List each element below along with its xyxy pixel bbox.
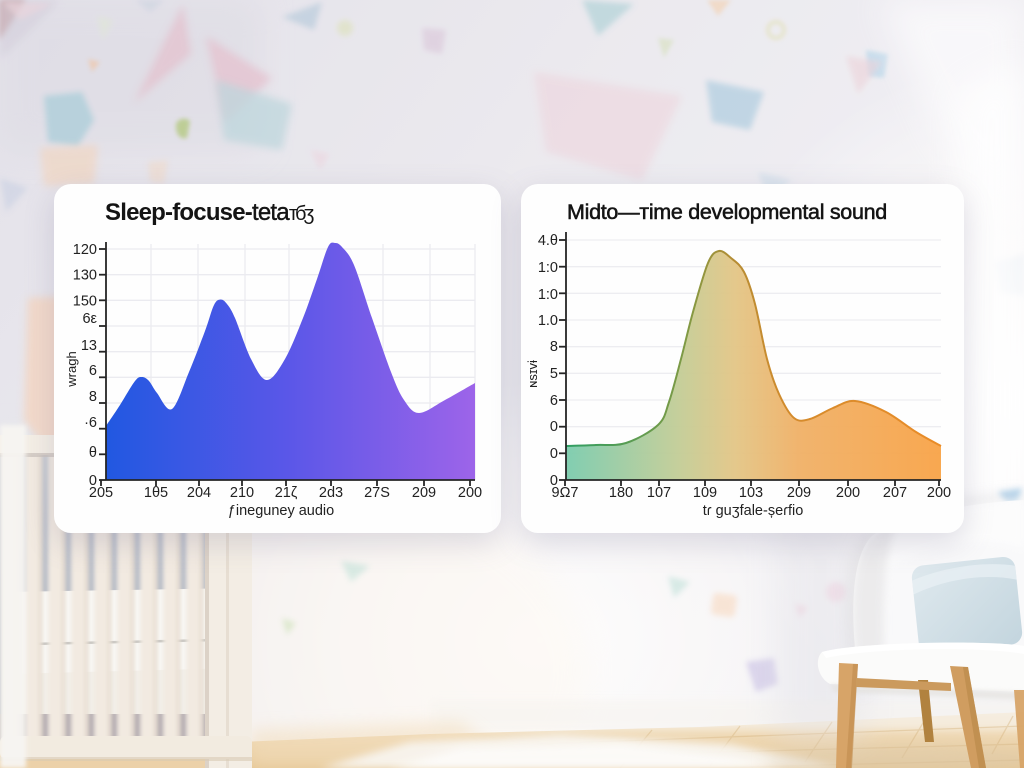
- svg-text:200: 200: [458, 485, 482, 501]
- svg-text:27S: 27S: [364, 485, 390, 501]
- svg-text:200: 200: [836, 485, 860, 501]
- svg-text:1θ5: 1θ5: [144, 485, 168, 501]
- svg-text:1:0: 1:0: [538, 260, 558, 276]
- svg-text:θ: θ: [89, 445, 97, 461]
- svg-text:209: 209: [787, 485, 811, 501]
- svg-text:ɴsɪvɨ: ɴsɪvɨ: [525, 360, 540, 388]
- svg-text:tɾ guʒfale-șeɾfio: tɾ guʒfale-șeɾfio: [703, 503, 804, 519]
- svg-text:205: 205: [89, 485, 113, 501]
- svg-text:6ε: 6ε: [82, 311, 97, 327]
- svg-text:4.θ: 4.θ: [538, 233, 558, 249]
- svg-text:180: 180: [609, 485, 633, 501]
- svg-text:8: 8: [550, 339, 558, 355]
- svg-text:107: 107: [647, 485, 671, 501]
- svg-text:0: 0: [89, 473, 97, 489]
- svg-text:207: 207: [883, 485, 907, 501]
- svg-text:1:0: 1:0: [538, 287, 558, 303]
- svg-text:109: 109: [693, 485, 717, 501]
- svg-text:130: 130: [73, 268, 97, 284]
- svg-text:13: 13: [81, 338, 97, 354]
- svg-text:209: 209: [412, 485, 436, 501]
- svg-text:·6: ·6: [84, 415, 97, 431]
- svg-text:21ζ: 21ζ: [275, 485, 298, 501]
- svg-text:1.0: 1.0: [538, 313, 558, 329]
- svg-text:6: 6: [89, 363, 97, 379]
- svg-text:150: 150: [73, 293, 97, 309]
- svg-text:204: 204: [187, 485, 211, 501]
- svg-text:0: 0: [550, 473, 558, 489]
- svg-text:210: 210: [230, 485, 254, 501]
- svg-text:ƒineguney audio: ƒineguney audio: [228, 503, 334, 519]
- svg-text:200: 200: [927, 485, 951, 501]
- svg-text:9Ω7: 9Ω7: [552, 485, 579, 501]
- svg-text:Midto—тime developmental sound: Midto—тime developmental sound: [567, 200, 887, 224]
- svg-text:120: 120: [73, 242, 97, 258]
- svg-text:0: 0: [550, 446, 558, 462]
- svg-text:5: 5: [550, 366, 558, 382]
- svg-text:0: 0: [550, 419, 558, 435]
- svg-text:103: 103: [739, 485, 763, 501]
- svg-text:6: 6: [550, 393, 558, 409]
- svg-text:2d3: 2d3: [319, 485, 343, 501]
- svg-text:wragh: wragh: [64, 351, 79, 387]
- svg-text:Sleep-focuse-tetaтбʒ: Sleep-focuse-tetaтбʒ: [105, 199, 314, 226]
- svg-text:8: 8: [89, 389, 97, 405]
